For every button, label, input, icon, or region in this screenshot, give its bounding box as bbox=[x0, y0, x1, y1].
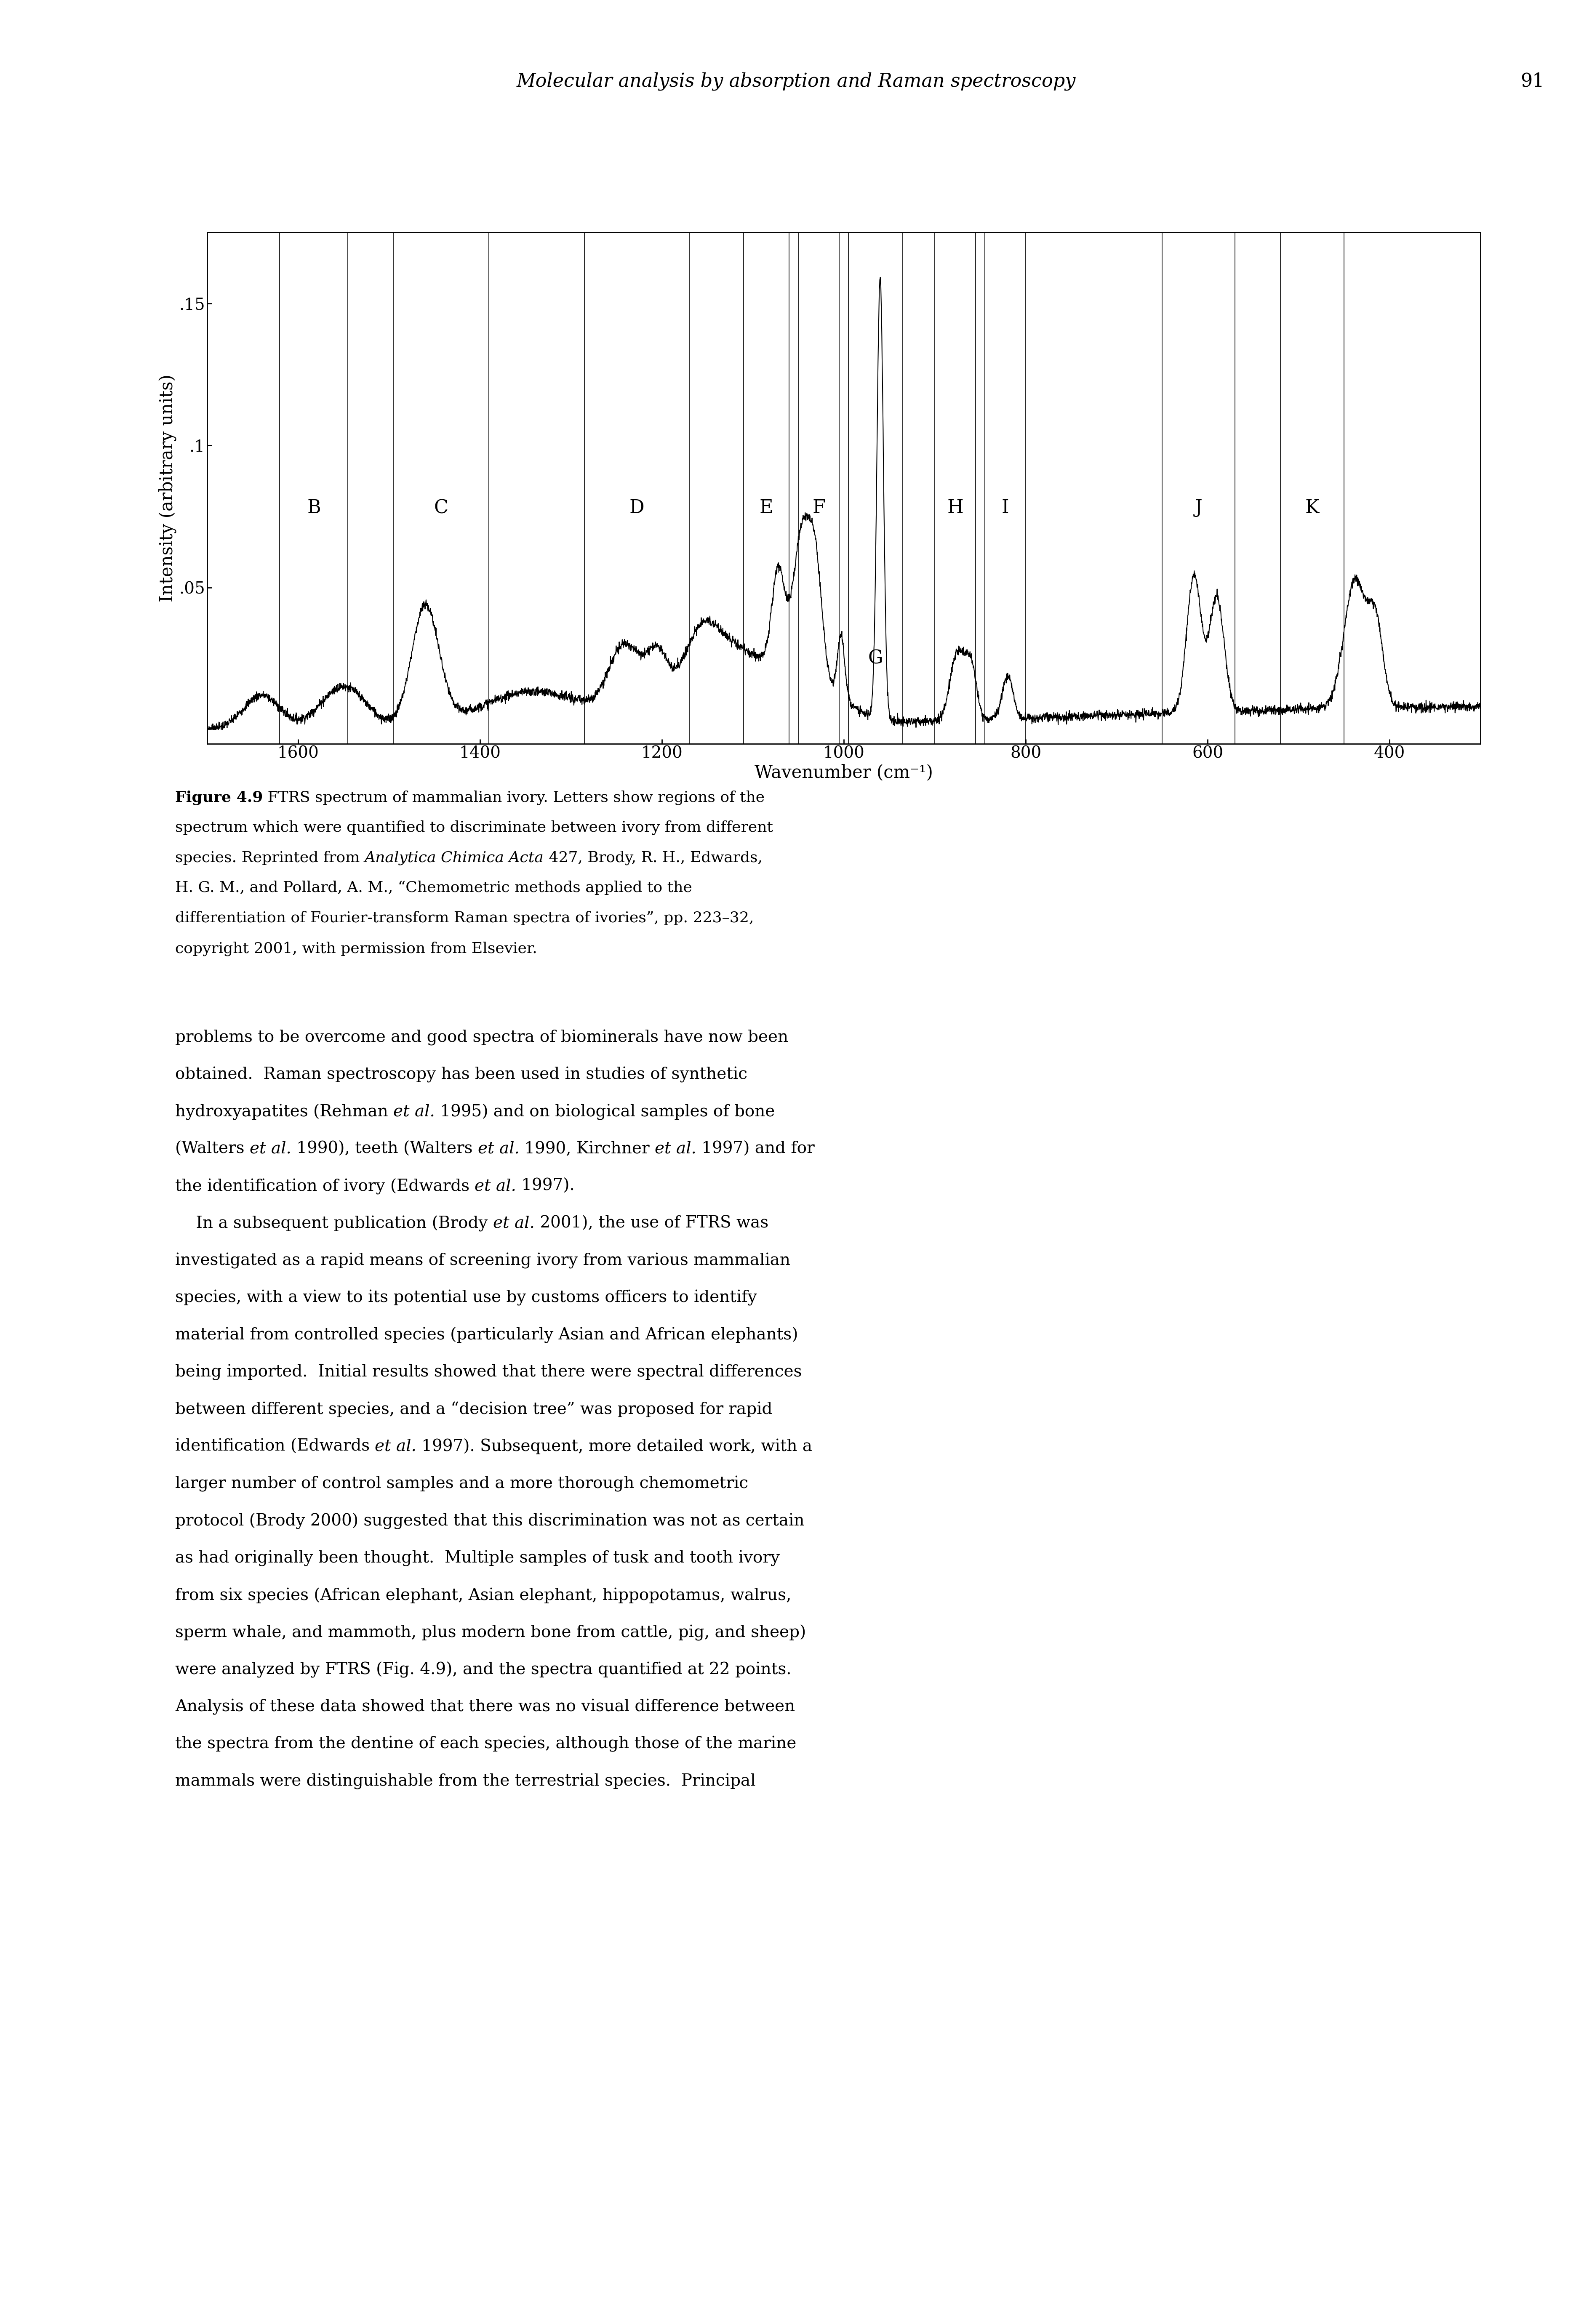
Text: 2001), the use of FTRS was: 2001), the use of FTRS was bbox=[535, 1215, 769, 1232]
Text: (Walters: (Walters bbox=[175, 1141, 250, 1157]
Text: protocol (Brody 2000) suggested that this discrimination was not as certain: protocol (Brody 2000) suggested that thi… bbox=[175, 1513, 804, 1529]
Text: et al.: et al. bbox=[393, 1104, 435, 1120]
Text: 91: 91 bbox=[1520, 72, 1544, 91]
Text: Molecular analysis by absorption and Raman spectroscopy: Molecular analysis by absorption and Ram… bbox=[516, 72, 1076, 91]
Y-axis label: Intensity (arbitrary units): Intensity (arbitrary units) bbox=[159, 374, 177, 602]
Text: problems to be overcome and good spectra of biominerals have now been: problems to be overcome and good spectra… bbox=[175, 1030, 788, 1046]
Text: obtained.  Raman spectroscopy has been used in studies of synthetic: obtained. Raman spectroscopy has been us… bbox=[175, 1067, 747, 1083]
Text: et al.: et al. bbox=[478, 1141, 519, 1157]
Text: et al.: et al. bbox=[494, 1215, 535, 1232]
Text: investigated as a rapid means of screening ivory from various mammalian: investigated as a rapid means of screeni… bbox=[175, 1253, 790, 1269]
Text: material from controlled species (particularly Asian and African elephants): material from controlled species (partic… bbox=[175, 1327, 798, 1343]
Text: et al.: et al. bbox=[654, 1141, 697, 1157]
Text: sperm whale, and mammoth, plus modern bone from cattle, pig, and sheep): sperm whale, and mammoth, plus modern bo… bbox=[175, 1624, 806, 1641]
Text: D: D bbox=[629, 500, 645, 516]
Text: In a subsequent publication (Brody: In a subsequent publication (Brody bbox=[175, 1215, 494, 1232]
Text: identification (Edwards: identification (Edwards bbox=[175, 1439, 374, 1455]
Text: hydroxyapatites (Rehman: hydroxyapatites (Rehman bbox=[175, 1104, 393, 1120]
Text: differentiation of Fourier-transform Raman spectra of ivories”, pp. 223–32,: differentiation of Fourier-transform Ram… bbox=[175, 911, 753, 925]
Text: 1995) and on biological samples of bone: 1995) and on biological samples of bone bbox=[435, 1104, 775, 1120]
Text: 1997). Subsequent, more detailed work, with a: 1997). Subsequent, more detailed work, w… bbox=[417, 1439, 812, 1455]
Text: et al.: et al. bbox=[250, 1141, 291, 1157]
Text: H: H bbox=[947, 500, 963, 516]
Text: I: I bbox=[1001, 500, 1009, 516]
Text: species, with a view to its potential use by customs officers to identify: species, with a view to its potential us… bbox=[175, 1290, 756, 1306]
Text: F: F bbox=[812, 500, 825, 516]
Text: 427, Brody, R. H., Edwards,: 427, Brody, R. H., Edwards, bbox=[544, 851, 763, 865]
Text: Analytica Chimica Acta: Analytica Chimica Acta bbox=[365, 851, 544, 865]
Text: species. Reprinted from: species. Reprinted from bbox=[175, 851, 365, 865]
Text: et al.: et al. bbox=[474, 1178, 516, 1195]
Text: 1990, Kirchner: 1990, Kirchner bbox=[519, 1141, 654, 1157]
Text: from six species (African elephant, Asian elephant, hippopotamus, walrus,: from six species (African elephant, Asia… bbox=[175, 1587, 791, 1604]
Text: J: J bbox=[1196, 500, 1202, 516]
Text: G: G bbox=[868, 648, 884, 667]
Text: FTRS spectrum of mammalian ivory. Letters show regions of the: FTRS spectrum of mammalian ivory. Letter… bbox=[263, 790, 764, 804]
Text: larger number of control samples and a more thorough chemometric: larger number of control samples and a m… bbox=[175, 1476, 748, 1492]
Text: B: B bbox=[307, 500, 320, 516]
Text: K: K bbox=[1305, 500, 1320, 516]
Text: spectrum which were quantified to discriminate between ivory from different: spectrum which were quantified to discri… bbox=[175, 820, 774, 834]
Text: copyright 2001, with permission from Elsevier.: copyright 2001, with permission from Els… bbox=[175, 941, 537, 955]
Text: the identification of ivory (Edwards: the identification of ivory (Edwards bbox=[175, 1178, 474, 1195]
Text: H. G. M., and Pollard, A. M., “Chemometric methods applied to the: H. G. M., and Pollard, A. M., “Chemometr… bbox=[175, 881, 693, 895]
Text: mammals were distinguishable from the terrestrial species.  Principal: mammals were distinguishable from the te… bbox=[175, 1773, 756, 1789]
Text: were analyzed by FTRS (Fig. 4.9), and the spectra quantified at 22 points.: were analyzed by FTRS (Fig. 4.9), and th… bbox=[175, 1662, 791, 1678]
Text: 1990), teeth (Walters: 1990), teeth (Walters bbox=[291, 1141, 478, 1157]
Text: et al.: et al. bbox=[374, 1439, 417, 1455]
Text: 1997).: 1997). bbox=[516, 1178, 575, 1195]
Text: 1997) and for: 1997) and for bbox=[697, 1141, 815, 1157]
Text: Analysis of these data showed that there was no visual difference between: Analysis of these data showed that there… bbox=[175, 1699, 794, 1715]
X-axis label: Wavenumber (cm⁻¹): Wavenumber (cm⁻¹) bbox=[755, 765, 933, 781]
Text: being imported.  Initial results showed that there were spectral differences: being imported. Initial results showed t… bbox=[175, 1364, 802, 1380]
Text: between different species, and a “decision tree” was proposed for rapid: between different species, and a “decisi… bbox=[175, 1401, 772, 1418]
Text: Figure 4.9: Figure 4.9 bbox=[175, 790, 263, 804]
Text: C: C bbox=[435, 500, 449, 516]
Text: the spectra from the dentine of each species, although those of the marine: the spectra from the dentine of each spe… bbox=[175, 1736, 796, 1752]
Text: as had originally been thought.  Multiple samples of tusk and tooth ivory: as had originally been thought. Multiple… bbox=[175, 1550, 780, 1566]
Text: E: E bbox=[759, 500, 774, 516]
